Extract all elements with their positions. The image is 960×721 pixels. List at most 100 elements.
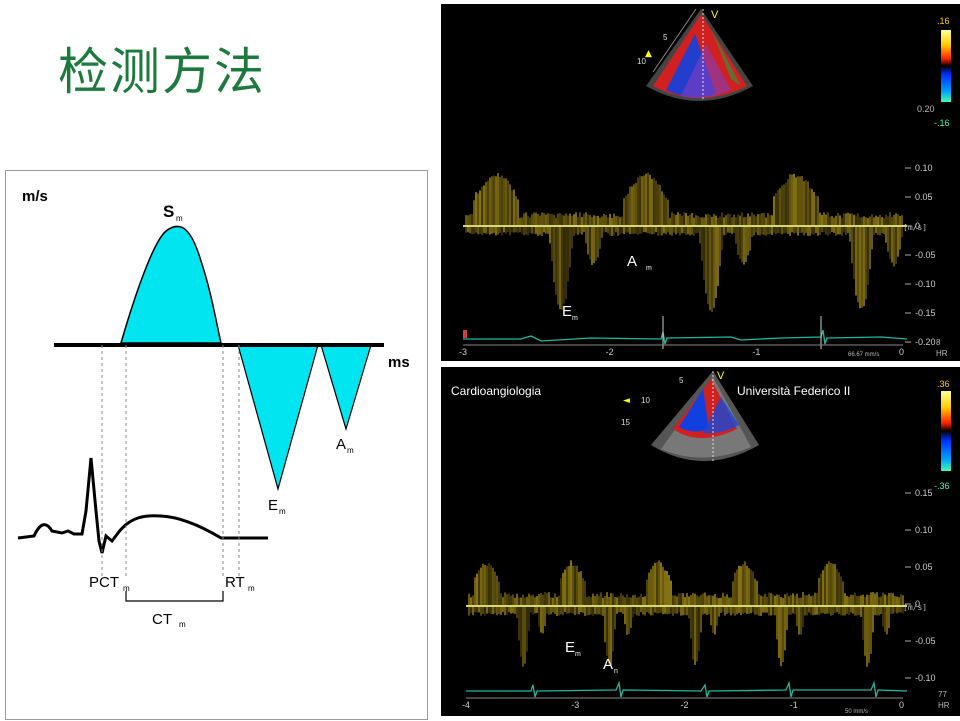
spectrum-column-up	[553, 214, 555, 226]
spectrum-column-down	[722, 606, 724, 613]
spectrum-column-up	[737, 214, 739, 226]
spectrum-column-up	[706, 596, 708, 606]
spectrum-column-down	[745, 226, 747, 263]
spectrum-column-up	[561, 214, 563, 226]
spectrum-column-up	[518, 597, 520, 606]
spectrum-column-down	[727, 226, 729, 233]
spectrum-column-up	[662, 566, 664, 606]
spectrum-column-down	[695, 226, 697, 234]
spectrum-column-down	[856, 606, 858, 616]
spectrum-column-down	[758, 606, 760, 616]
spectrum-column-down	[746, 606, 748, 614]
spectrum-column-down	[752, 606, 754, 613]
spectrum-column-down	[661, 226, 663, 236]
spectrum-column-down	[499, 226, 501, 233]
spectrum-column-down	[864, 606, 866, 656]
spectrum-column-down	[899, 226, 901, 250]
spectrum-column-down	[554, 606, 556, 615]
spectrum-column-up	[619, 217, 621, 226]
spectrum-column-up	[487, 180, 489, 226]
spectrum-column-down	[543, 226, 545, 233]
spectrum-column-down	[833, 226, 835, 233]
spectrum-column-up	[892, 593, 894, 606]
spectrum-column-down	[536, 606, 538, 613]
spectrum-column-down	[774, 606, 776, 616]
spectrum-column-down	[731, 226, 733, 234]
spectrum-column-down	[527, 226, 529, 236]
spectrum-column-down	[500, 606, 502, 615]
spectrum-column-up	[686, 593, 688, 606]
spectrum-column-down	[544, 606, 546, 626]
spectrum-column-up	[614, 597, 616, 606]
spectrum-column-up	[897, 214, 899, 226]
spectrum-column-down	[481, 226, 483, 236]
spectrum-column-up	[693, 217, 695, 226]
spectrum-column-up	[508, 593, 510, 606]
spectrum-column-up	[560, 578, 562, 606]
spectrum-column-down	[894, 606, 896, 613]
spectrum-column-up	[872, 592, 874, 606]
spectrum-column-up	[836, 569, 838, 606]
echo-top-svg: V ▲ 5 10 .16 -.16 0.10 0.05 0 -0.05 -0.10 -0.…	[459, 8, 951, 358]
spectrum-column-up	[648, 572, 650, 606]
spectrum-column-up	[713, 214, 715, 226]
spectrum-column-down	[698, 606, 700, 652]
spectrum-column-down	[714, 606, 716, 635]
spectrum-column-up	[786, 593, 788, 606]
spectrum-column-up	[773, 196, 775, 226]
spectrum-column-down	[750, 606, 752, 614]
spectrum-column-down	[539, 226, 541, 235]
spectrum-column-up	[709, 215, 711, 226]
spectrum-column-up	[471, 214, 473, 226]
spectrum-column-down	[740, 606, 742, 616]
spectrum-column-up	[595, 215, 597, 226]
spectrum-column-down	[805, 226, 807, 234]
spectrum-column-up	[782, 597, 784, 606]
spectrum-column-up	[776, 594, 778, 606]
spectrum-column-up	[705, 214, 707, 226]
spectrum-column-down	[501, 226, 503, 236]
spectrum-column-down	[898, 606, 900, 613]
spectrum-column-down	[477, 226, 479, 235]
spectrum-column-up	[817, 196, 819, 226]
spectrum-column-up	[554, 593, 556, 606]
spectrum-column-down	[826, 606, 828, 614]
spectrum-column-up	[799, 176, 801, 226]
spectrum-column-up	[605, 215, 607, 226]
spectrum-column-down	[806, 606, 808, 616]
spectrum-column-down	[515, 226, 517, 233]
spectrum-column-up	[646, 579, 648, 606]
velocity-scale-bottom-label: 0.05	[915, 562, 933, 572]
spectrum-column-down	[857, 226, 859, 303]
spectrum-column-up	[690, 595, 692, 606]
spectrum-column-down	[886, 606, 888, 635]
spectrum-column-up	[898, 597, 900, 606]
spectrum-column-up	[882, 592, 884, 606]
focus-arrow-icon: ▲	[645, 49, 652, 59]
spectrum-column-up	[728, 597, 730, 606]
spectrum-column-up	[793, 173, 795, 226]
spectrum-column-up	[647, 172, 649, 226]
velocity-scale-bottom-label: -0.05	[915, 636, 936, 646]
spectrum-column-down	[723, 226, 725, 236]
em-label-top: E	[562, 303, 572, 320]
spectrum-column-up	[818, 577, 820, 606]
spectrum-column-down	[566, 606, 568, 614]
spectrum-column-up	[747, 213, 749, 226]
spectrum-column-down	[785, 226, 787, 233]
spectrum-column-up	[585, 212, 587, 226]
spectrum-column-up	[801, 176, 803, 226]
spectrum-column-down	[480, 606, 482, 616]
spectrum-column-up	[586, 596, 588, 606]
spectrum-column-down	[556, 606, 558, 616]
spectrum-column-up	[546, 593, 548, 606]
spectrum-column-down	[494, 606, 496, 614]
spectrum-column-up	[803, 181, 805, 226]
spectrum-column-down	[775, 226, 777, 234]
spectrum-column-down	[484, 606, 486, 616]
spectrum-column-down	[474, 606, 476, 613]
spectrum-column-down	[578, 606, 580, 615]
spectrum-column-up	[528, 593, 530, 606]
spectrum-column-down	[475, 226, 477, 233]
spectrum-column-down	[478, 606, 480, 613]
